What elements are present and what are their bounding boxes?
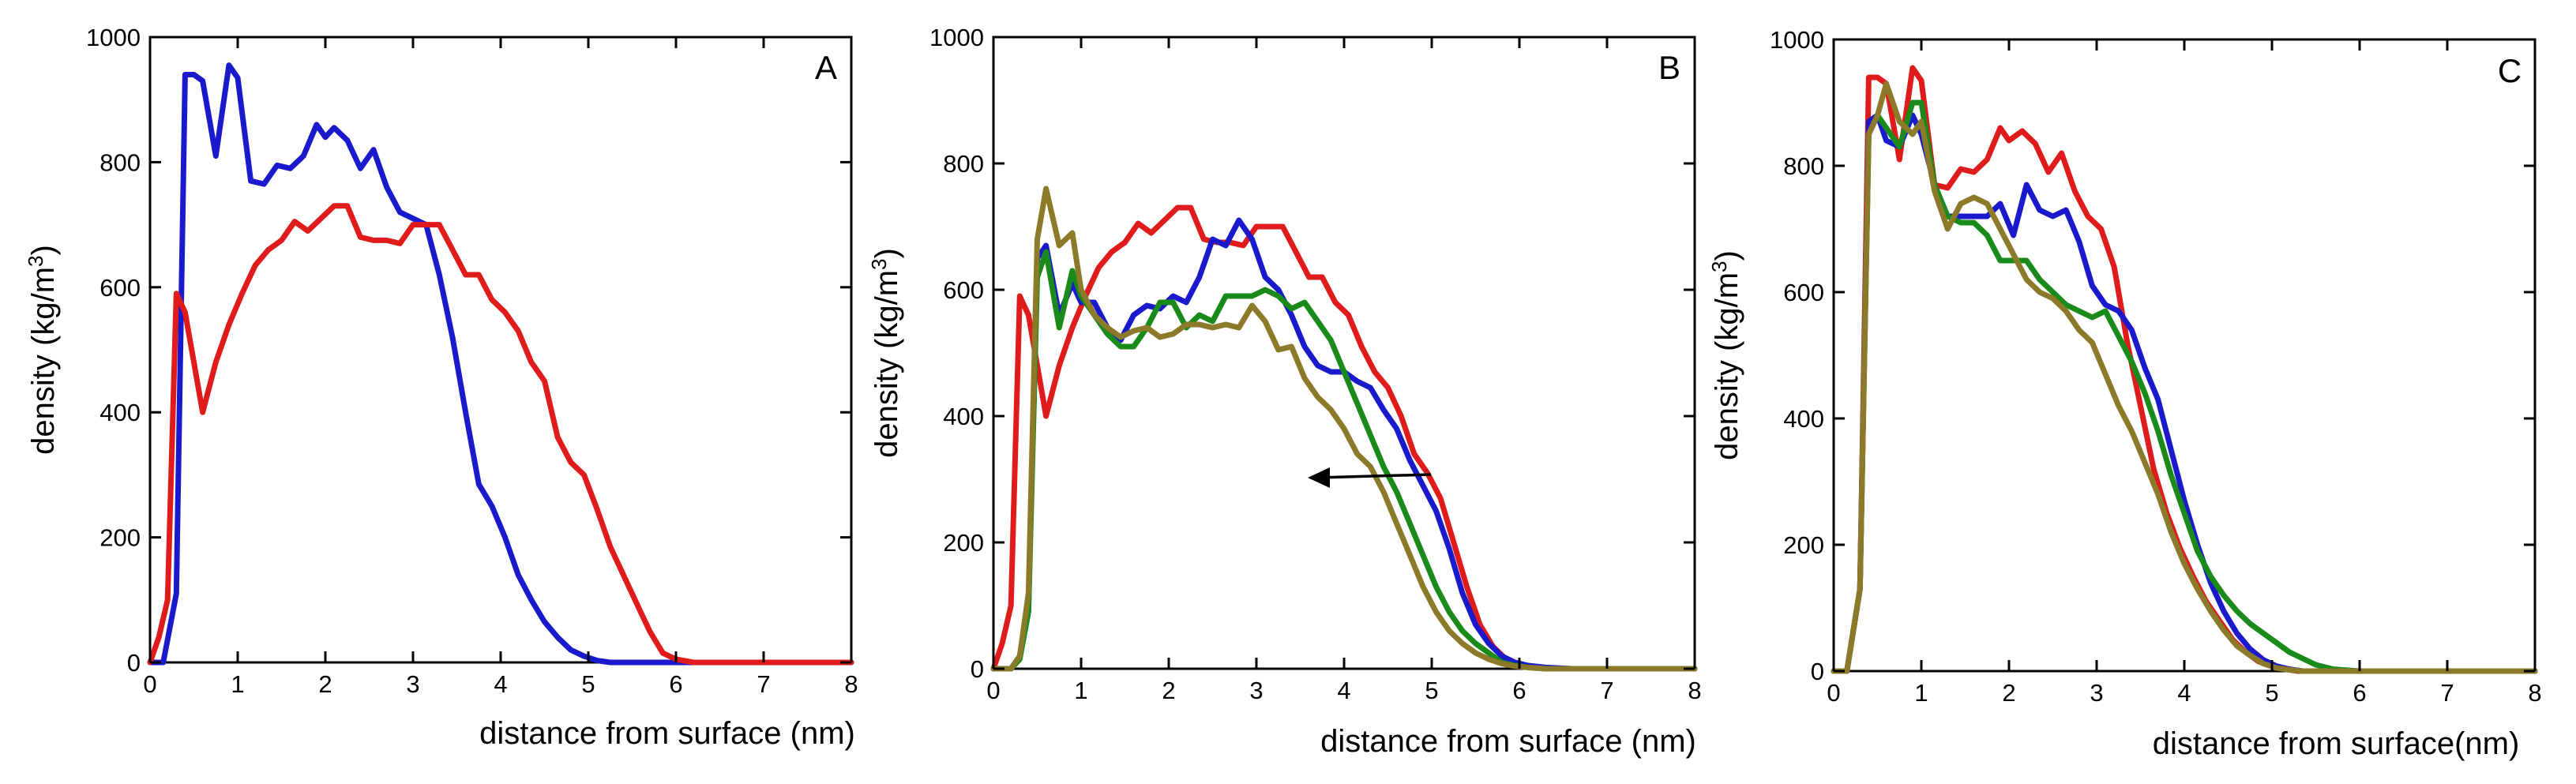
x-tick-label: 0 [986,677,1000,704]
x-tick-label: 8 [2528,679,2541,707]
series-group [1831,65,2538,674]
x-tick-label: 5 [1425,677,1438,704]
panel-c: 0 1 2 3 4 5 6 7 8 0 200 400 600 800 1000 C distance fr… [1707,26,2542,761]
y-axis-title-close: ) [26,245,61,255]
y-tick-label: 600 [100,274,141,302]
y-axis-title-sup: 3 [867,259,891,270]
y-axis-title-main: density (kg/m [1710,272,1744,460]
series-line-green [1831,99,2538,674]
y-tick-label: 200 [1783,531,1824,559]
y-tick-label: 800 [1783,152,1824,180]
y-axis-title-close: ) [1710,250,1744,261]
x-tick-label: 6 [669,670,682,698]
y-tick-label: 800 [943,150,984,178]
tick-group: 0 1 2 3 4 5 6 7 8 0 200 400 600 800 1000 [929,24,1702,704]
arrow-head [1308,467,1330,488]
x-tick-label: 1 [1074,677,1087,704]
x-tick-label: 5 [2265,679,2278,707]
x-tick-label: 8 [1688,677,1701,704]
y-tick-label: 0 [127,649,141,677]
y-axis-title-close: ) [869,248,904,258]
panel-b: 0 1 2 3 4 5 6 7 8 0 200 400 600 800 1000 B distance fr… [867,24,1702,759]
series-line-blue [1831,112,2538,674]
x-tick-label: 1 [1914,679,1928,707]
y-tick-label: 200 [100,524,141,552]
y-tick-label: 600 [1783,279,1824,306]
series-line-red [990,204,1698,672]
x-axis-title: distance from surface (nm) [479,716,855,751]
tick-group: 0 1 2 3 4 5 6 7 8 0 200 400 600 800 1000 [86,24,858,698]
y-tick-label: 1000 [1770,26,1824,54]
x-tick-label: 7 [2440,679,2454,707]
y-tick-label: 1000 [929,24,984,51]
x-tick-label: 1 [231,670,244,698]
x-tick-label: 3 [2090,679,2103,707]
y-tick-label: 200 [943,529,984,557]
x-tick-label: 2 [1162,677,1175,704]
x-axis-title: distance from surface(nm) [2153,726,2520,761]
x-tick-label: 7 [1600,677,1613,704]
y-tick-label: 800 [100,148,141,176]
x-axis-title: distance from surface (nm) [1320,724,1696,759]
x-tick-label: 3 [1249,677,1263,704]
x-tick-label: 5 [581,670,595,698]
series-line-olive [990,186,1698,672]
series-line-blue [990,217,1698,672]
x-tick-label: 4 [1337,677,1350,704]
y-tick-label: 1000 [86,24,141,51]
y-tick-label: 400 [943,403,984,430]
x-tick-label: 0 [143,670,156,698]
y-tick-label: 400 [100,399,141,426]
x-tick-label: 0 [1827,679,1840,707]
y-tick-label: 0 [971,655,984,683]
x-tick-label: 8 [844,670,858,698]
y-axis-title-sup: 3 [24,256,47,267]
plot-frame [148,36,853,664]
x-tick-label: 6 [2353,679,2366,707]
series-line-olive [1831,81,2538,674]
series-line-red [1831,65,2538,674]
y-axis-title: density (kg/m3) [24,245,61,455]
series-line-red [147,203,854,666]
y-axis-title: density (kg/m3) [1707,250,1744,460]
x-tick-label: 6 [1512,677,1526,704]
series-group [147,62,854,666]
x-tick-label: 2 [318,670,332,698]
x-tick-label: 4 [2177,679,2191,707]
arrow-annotation [1308,467,1432,488]
series-group [990,186,1698,672]
panel-label: A [815,49,837,86]
y-tick-label: 400 [1783,405,1824,433]
plot-frame [992,36,1696,670]
panel-a: 0 1 2 3 4 5 6 7 8 0 200 400 600 800 1000 A distance fr… [24,24,858,751]
series-line-blue [147,62,854,666]
x-tick-label: 7 [757,670,770,698]
x-tick-label: 3 [406,670,419,698]
plot-frame [1832,38,2537,673]
x-tick-label: 4 [494,670,507,698]
y-axis-title-sup: 3 [1707,261,1731,272]
y-tick-label: 600 [943,276,984,304]
x-tick-label: 2 [2002,679,2015,707]
panel-label: B [1658,49,1680,86]
tick-group: 0 1 2 3 4 5 6 7 8 0 200 400 600 800 1000 [1770,26,2542,707]
panel-label: C [2498,52,2522,89]
y-tick-label: 0 [1811,658,1824,685]
y-axis-title-main: density (kg/m [869,270,904,458]
y-axis-title: density (kg/m3) [867,248,904,458]
y-axis-title-main: density (kg/m [26,267,61,455]
